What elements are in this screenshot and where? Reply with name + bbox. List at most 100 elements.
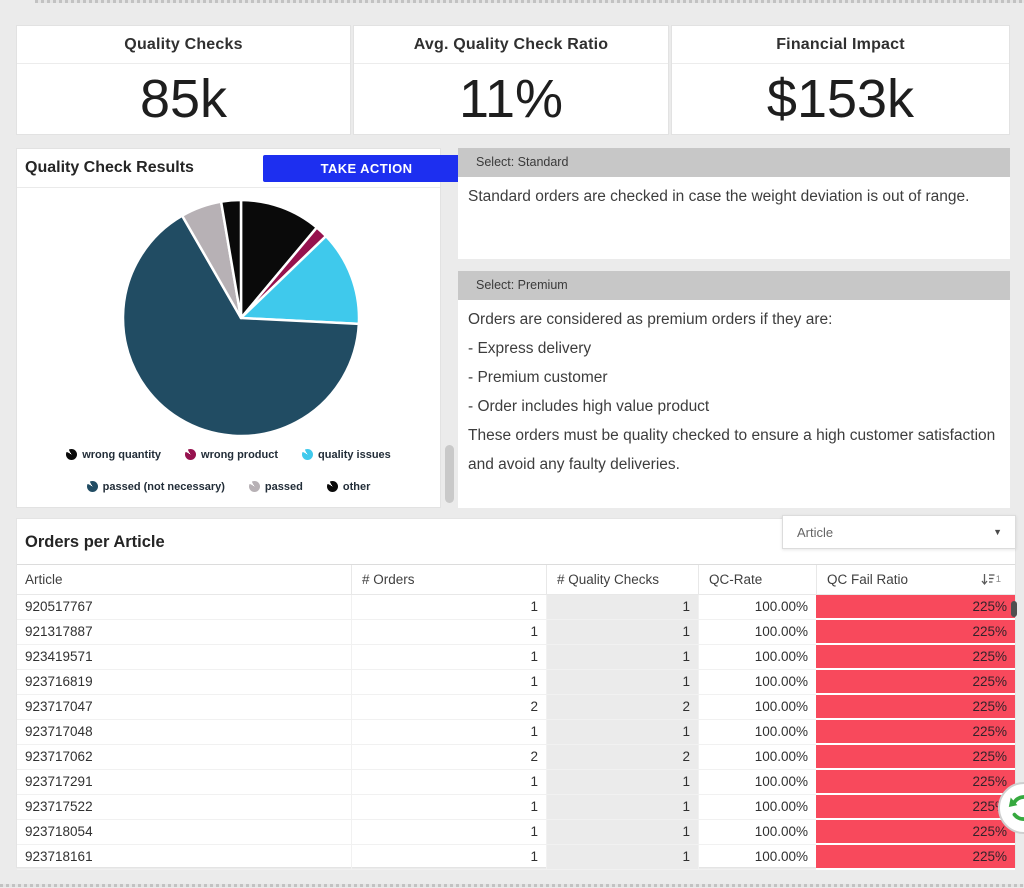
- legend-label: wrong product: [201, 448, 279, 461]
- legend-marker-icon: [248, 481, 260, 492]
- cell-qc-fail-ratio: 225%: [816, 645, 1015, 670]
- select-standard-header[interactable]: Select: Standard: [458, 148, 1010, 177]
- cell-quality-checks: 2: [546, 745, 698, 770]
- cell-qc-fail-ratio: 225%: [816, 770, 1015, 795]
- legend-label: other: [342, 480, 371, 493]
- bottom-edge-line: [0, 884, 1024, 887]
- cell-orders: 1: [351, 620, 546, 645]
- chevron-down-icon: ▼: [993, 527, 1002, 537]
- kpi-value: 85k: [139, 69, 228, 129]
- kpi-value: 11%: [458, 69, 564, 129]
- pie-slice-wrong-quantity[interactable]: [239, 198, 319, 320]
- cell-article: 923717047: [17, 695, 351, 720]
- table-scrollbar-thumb[interactable]: [1011, 601, 1017, 617]
- cell-qc-rate: 100.00%: [698, 845, 816, 870]
- cell-quality-checks: 1: [546, 845, 698, 870]
- premium-description: Orders are considered as premium orders …: [458, 300, 1010, 508]
- standard-description: Standard orders are checked in case the …: [458, 177, 1010, 259]
- table-title: Orders per Article: [25, 533, 165, 551]
- cell-qc-fail-ratio: 225%: [816, 695, 1015, 720]
- select-premium-header[interactable]: Select: Premium: [458, 271, 1010, 300]
- cell-orders: 1: [351, 595, 546, 620]
- column-header-qc-rate[interactable]: QC-Rate: [698, 565, 816, 594]
- cell-orders: 1: [351, 845, 546, 870]
- kpi-row: Quality Checks 85k Avg. Quality Check Ra…: [16, 25, 1010, 135]
- cell-qc-rate: 100.00%: [698, 620, 816, 645]
- sort-descending-icon: 1: [981, 565, 1001, 594]
- column-header-qc-fail-ratio[interactable]: QC Fail Ratio 1: [816, 565, 1015, 594]
- cell-quality-checks: 1: [546, 670, 698, 695]
- table-row[interactable]: 923717291 1 1 100.00% 225%: [17, 770, 1015, 795]
- cell-orders: 1: [351, 670, 546, 695]
- cell-article: 923717522: [17, 795, 351, 820]
- cell-quality-checks: 1: [546, 795, 698, 820]
- article-filter-dropdown[interactable]: Article ▼: [782, 515, 1016, 549]
- table-row[interactable]: 923717062 2 2 100.00% 225%: [17, 745, 1015, 770]
- panel-scrollbar-thumb[interactable]: [445, 445, 454, 503]
- cell-quality-checks: 1: [546, 595, 698, 620]
- cell-qc-rate: 100.00%: [698, 720, 816, 745]
- cell-orders: 1: [351, 645, 546, 670]
- legend-item-quality-issues[interactable]: quality issues: [302, 449, 391, 461]
- table-row[interactable]: 923716819 1 1 100.00% 225%: [17, 670, 1015, 695]
- column-header-article[interactable]: Article: [25, 572, 63, 587]
- cell-article: 923718161: [17, 845, 351, 870]
- cell-qc-rate: 100.00%: [698, 770, 816, 795]
- cell-orders: 1: [351, 795, 546, 820]
- cell-qc-fail-ratio: 225%: [816, 820, 1015, 845]
- table-row[interactable]: 923717522 1 1 100.00% 225%: [17, 795, 1015, 820]
- cell-quality-checks: 1: [546, 770, 698, 795]
- pie-slice-passed-not-necessary-[interactable]: [121, 214, 361, 438]
- cell-qc-rate: 100.00%: [698, 645, 816, 670]
- cell-qc-rate: 100.00%: [698, 595, 816, 620]
- legend-item-other[interactable]: other: [326, 480, 371, 493]
- legend-marker-icon: [326, 481, 338, 492]
- table-body: 920517767 1 1 100.00% 225% 921317887 1 1 100.00%…: [17, 595, 1015, 870]
- column-header-quality-checks[interactable]: # Quality Checks: [546, 565, 698, 594]
- quality-check-results-panel: Quality Check Results TAKE ACTION wrong …: [16, 148, 470, 508]
- cell-orders: 2: [351, 695, 546, 720]
- cell-qc-rate: 100.00%: [698, 670, 816, 695]
- kpi-title: Avg. Quality Check Ratio: [354, 26, 668, 64]
- cell-qc-rate: 100.00%: [698, 820, 816, 845]
- legend-item-wrong-product[interactable]: wrong product: [185, 449, 278, 461]
- cell-qc-fail-ratio: 225%: [816, 595, 1015, 620]
- kpi-title: Quality Checks: [17, 26, 350, 64]
- legend-item-passed[interactable]: passed: [248, 481, 303, 493]
- table-row[interactable]: 923717048 1 1 100.00% 225%: [17, 720, 1015, 745]
- pie-slice-other[interactable]: [219, 198, 243, 320]
- legend-item-wrong-quantity[interactable]: wrong quantity: [66, 449, 161, 461]
- table-row[interactable]: 921317887 1 1 100.00% 225%: [17, 620, 1015, 645]
- table-row[interactable]: 923718161 1 1 100.00% 225%: [17, 845, 1015, 870]
- cell-quality-checks: 2: [546, 695, 698, 720]
- column-header-orders[interactable]: # Orders: [351, 565, 546, 594]
- cell-article: 923717048: [17, 720, 351, 745]
- cell-quality-checks: 1: [546, 620, 698, 645]
- cell-article: 923718054: [17, 820, 351, 845]
- orders-per-article-panel: Orders per Article Article # Orders # Qu…: [16, 518, 1016, 870]
- premium-line: These orders must be quality checked to …: [468, 427, 996, 473]
- cell-quality-checks: 1: [546, 720, 698, 745]
- legend-marker-icon: [66, 449, 78, 460]
- premium-line: - Order includes high value product: [468, 398, 710, 415]
- kpi-title: Financial Impact: [672, 26, 1009, 64]
- cell-article: 923717062: [17, 745, 351, 770]
- table-row[interactable]: 920517767 1 1 100.00% 225%: [17, 595, 1015, 620]
- cell-article: 923716819: [17, 670, 351, 695]
- dropdown-selected-value: Article: [797, 524, 834, 540]
- legend-marker-icon: [86, 481, 98, 492]
- cell-qc-rate: 100.00%: [698, 795, 816, 820]
- table-row[interactable]: 923718054 1 1 100.00% 225%: [17, 820, 1015, 845]
- legend-label: wrong quantity: [82, 448, 162, 461]
- kpi-card-avg-quality-check-ratio: Avg. Quality Check Ratio 11%: [353, 25, 669, 135]
- table-row[interactable]: 923717047 2 2 100.00% 225%: [17, 695, 1015, 720]
- take-action-button[interactable]: TAKE ACTION: [263, 155, 470, 182]
- cell-quality-checks: 1: [546, 645, 698, 670]
- pie-slice-quality-issues[interactable]: [239, 234, 361, 326]
- cell-article: 923717291: [17, 770, 351, 795]
- cell-orders: 1: [351, 720, 546, 745]
- legend-marker-icon: [185, 449, 197, 460]
- table-row[interactable]: 923419571 1 1 100.00% 225%: [17, 645, 1015, 670]
- legend-item-passed-not-necessary-[interactable]: passed (not necessary): [86, 481, 225, 493]
